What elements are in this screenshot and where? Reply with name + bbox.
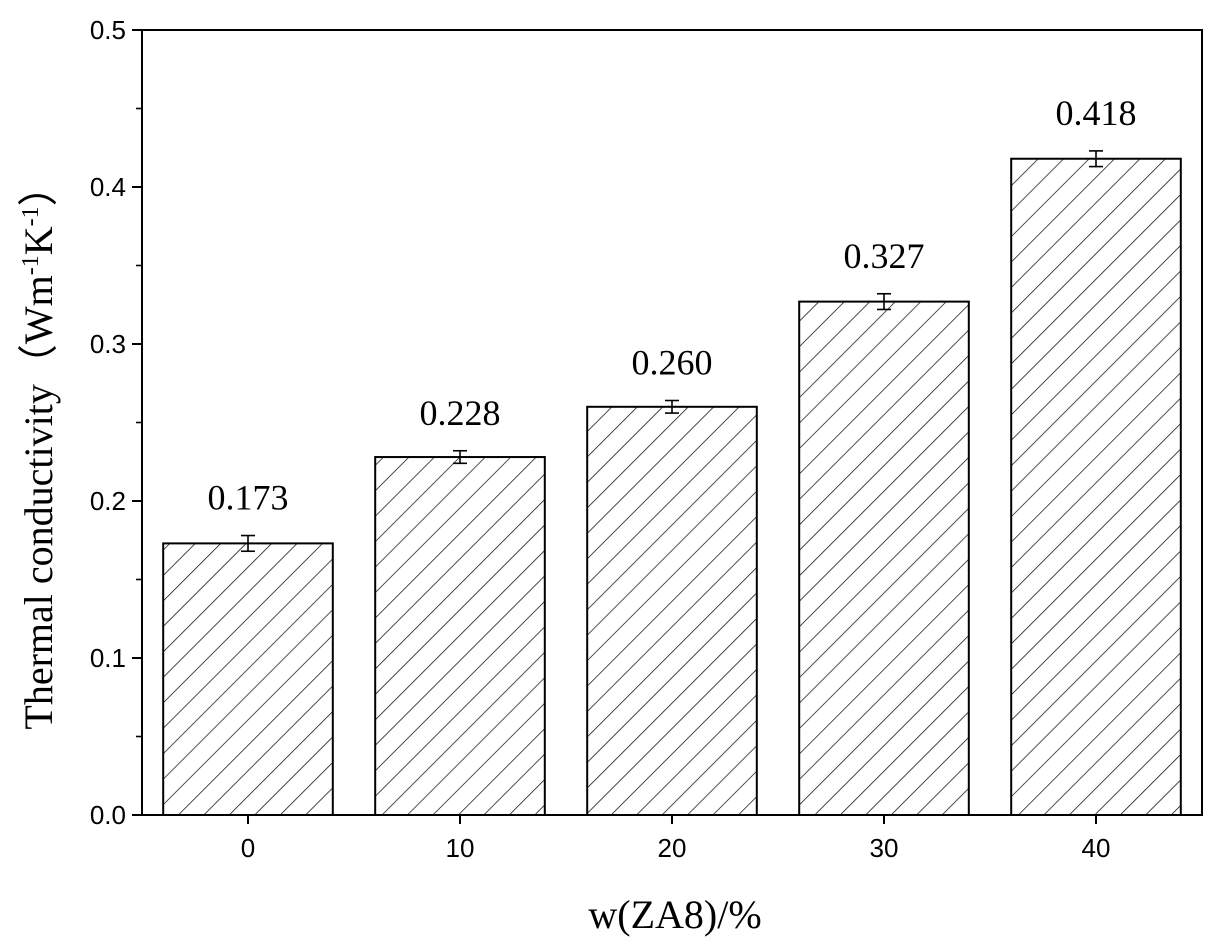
x-tick-label-10: 10 [446, 833, 475, 863]
bar-40 [1010, 157, 1182, 817]
y-tick-label: 0.3 [90, 329, 126, 359]
y-tick-label: 0.0 [90, 800, 126, 830]
x-tick-label-0: 0 [241, 833, 255, 863]
bars-layer [162, 157, 1182, 817]
data-label-20: 0.260 [632, 343, 713, 383]
x-tick-label-40: 40 [1082, 833, 1111, 863]
x-axis-ticks: 0 10 20 30 40 [241, 815, 1111, 863]
y-tick-label: 0.4 [90, 172, 126, 202]
x-tick-label-20: 20 [658, 833, 687, 863]
data-labels-layer: 0.173 0.228 0.260 0.327 0.418 [208, 93, 1137, 518]
y-tick-label: 0.2 [90, 486, 126, 516]
data-label-30: 0.327 [844, 236, 925, 276]
error-bar-10 [453, 449, 467, 465]
y-axis-ticks: 0.0 0.1 0.2 0.3 0.4 0.5 [90, 15, 142, 830]
y-axis-title-sup2: -1 [18, 206, 44, 226]
y-tick-label: 0.5 [90, 15, 126, 45]
bar-0 [162, 542, 334, 816]
bar-20 [586, 405, 758, 816]
error-bar-40 [1089, 150, 1103, 168]
error-bar-0 [241, 534, 255, 553]
error-bar-30 [877, 292, 891, 311]
data-label-40: 0.418 [1056, 93, 1137, 133]
y-axis-title-sup1: -1 [18, 255, 44, 275]
y-tick-label: 0.1 [90, 643, 126, 673]
y-axis-title: Thermal conductivity（Wm-1K-1） [16, 166, 61, 729]
y-axis-title-end: ） [16, 166, 61, 206]
data-label-10: 0.228 [420, 393, 501, 433]
error-bar-20 [665, 399, 679, 414]
error-bars-layer [241, 150, 1103, 553]
y-axis-title-main: Thermal conductivity（Wm [16, 275, 61, 729]
y-axis-title-mid: K [16, 226, 61, 255]
bar-10 [374, 456, 546, 816]
bar-30 [798, 300, 970, 816]
x-tick-label-30: 30 [870, 833, 899, 863]
x-axis-title: w(ZA8)/% [588, 892, 761, 937]
data-label-0: 0.173 [208, 478, 289, 518]
